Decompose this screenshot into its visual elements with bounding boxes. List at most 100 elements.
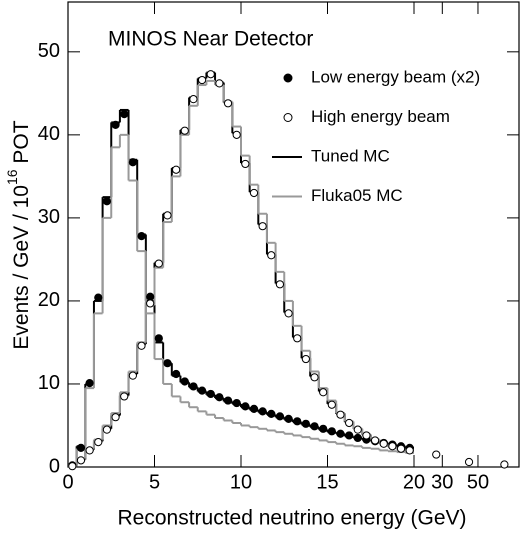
data-point [197,75,207,85]
data-point [388,442,397,451]
data-point [102,425,112,434]
legend-marker [283,113,293,122]
data-point [128,371,137,380]
data-point [293,334,302,343]
data-point [249,404,259,413]
data-point [232,130,241,139]
data-point [336,429,345,438]
data-point [241,402,250,411]
data-point [258,407,267,416]
data-point [301,354,310,364]
data-point [180,377,189,386]
x-axis-label: Reconstructed neutrino energy (GeV) [117,507,466,530]
data-point [223,396,233,405]
legend-label: High energy beam [311,107,450,126]
data-point [111,120,120,129]
y-axis-label-part: POT [10,120,33,169]
data-point [223,99,233,108]
data-point [120,109,129,119]
data-point [500,460,509,469]
data-point [327,427,336,436]
data-point [379,439,388,448]
legend-marker [283,73,293,83]
y-tick-label: 50 [38,40,60,62]
data-point [345,418,354,428]
data-point [137,232,146,241]
data-point [336,410,345,419]
data-point [362,431,371,440]
data-point [301,419,310,428]
data-point [319,424,328,433]
legend-label: Tuned MC [311,146,390,165]
y-tick-label: 20 [38,289,60,311]
data-point [215,79,224,88]
data-point [396,444,406,453]
data-point [189,95,198,104]
data-point [241,159,250,169]
data-point [249,188,259,198]
data-point [154,259,163,268]
legend-label: Low energy beam (x2) [311,67,480,86]
data-point [163,211,172,220]
legend-label: Fluka05 MC [311,186,403,205]
data-point [267,409,276,418]
data-point [154,334,163,343]
data-point [85,446,94,455]
data-point [163,359,172,368]
data-point [284,309,293,318]
data-point [111,413,120,422]
data-point [120,392,129,401]
data-point [370,436,380,445]
y-axis-label: Events / GeV / 1016 POT [4,120,33,349]
data-point [206,389,215,399]
data-point [172,369,181,379]
data-point [137,341,146,350]
data-point [206,70,215,79]
data-point [353,433,362,443]
data-point [310,422,319,431]
data-point [85,379,94,388]
data-point [146,292,155,301]
data-point [275,280,285,289]
y-axis-label-exponent: 16 [4,169,20,185]
x-tick-label: 5 [149,471,160,493]
data-point [345,431,354,440]
data-point [405,446,414,455]
data-point [94,293,103,302]
data-point [275,412,285,421]
y-tick-label: 30 [38,206,60,228]
data-point [464,457,474,467]
data-point [232,398,241,408]
data-point [319,388,328,397]
data-point [172,165,181,174]
data-point [102,197,112,206]
data-point [267,251,276,260]
x-tick-label: 0 [62,471,73,493]
y-tick-label: 10 [38,372,60,394]
annotation: MINOS Near Detector [108,28,313,51]
data-point [353,425,362,434]
data-point [293,417,302,426]
x-tick-label: 10 [230,471,252,493]
data-point [76,443,86,453]
data-point [128,158,137,167]
data-point [215,393,224,402]
data-point [284,414,293,423]
data-point [94,437,103,447]
data-point [180,126,189,135]
data-point [189,382,198,391]
data-point [197,386,207,395]
data-point [327,400,336,409]
data-point [146,299,155,308]
y-tick-label: 40 [38,123,60,145]
x-tick-label: 50 [467,471,489,493]
x-tick-label: 30 [431,471,453,493]
x-tick-label: 20 [403,471,425,493]
y-axis-label-part: Events / GeV / 10 [10,185,33,350]
data-point [258,222,267,231]
data-point [68,462,77,471]
x-tick-label: 15 [316,471,338,493]
data-point [310,373,319,382]
